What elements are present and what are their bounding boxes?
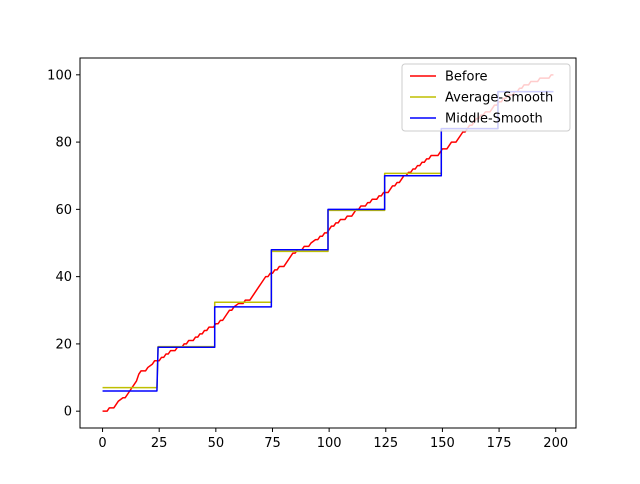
y-tick-label: 60: [55, 203, 72, 218]
y-tick-label: 20: [55, 337, 72, 352]
legend: Before Average-Smooth Middle-Smooth: [401, 63, 571, 132]
legend-label-middle-smooth: Middle-Smooth: [445, 112, 543, 127]
y-tick-label: 40: [55, 270, 72, 285]
x-axis: 0 25 50 75 100 125 150 175 200: [98, 428, 568, 451]
y-axis: 0 20 40 60 80 100: [47, 68, 80, 420]
x-tick-label: 125: [373, 436, 398, 451]
x-tick-label: 150: [430, 436, 455, 451]
legend-box: [401, 63, 571, 132]
x-tick-label: 100: [317, 436, 342, 451]
y-tick-label: 0: [64, 405, 72, 420]
x-tick-label: 175: [487, 436, 512, 451]
legend-label-average-smooth: Average-Smooth: [445, 91, 553, 106]
plot-frame: [79, 57, 577, 429]
x-tick-label: 0: [98, 436, 106, 451]
y-tick-label: 100: [47, 68, 72, 83]
legend-label-before: Before: [445, 70, 488, 85]
x-tick-label: 25: [151, 436, 168, 451]
x-tick-label: 50: [208, 436, 225, 451]
x-tick-label: 200: [543, 436, 568, 451]
y-tick-label: 80: [55, 136, 72, 151]
x-tick-label: 75: [264, 436, 281, 451]
